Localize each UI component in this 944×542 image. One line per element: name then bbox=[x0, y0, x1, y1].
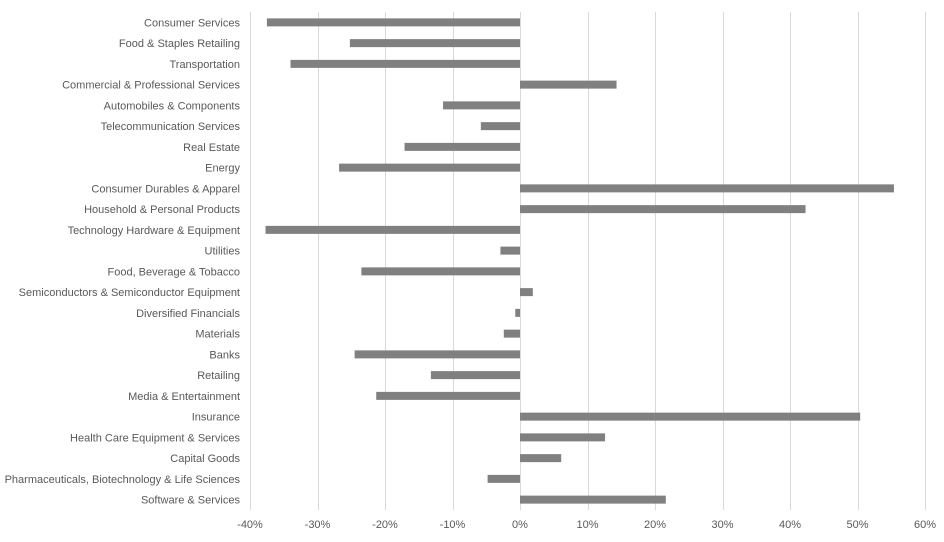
bar bbox=[515, 308, 520, 317]
x-tick-label: 60% bbox=[914, 519, 936, 531]
x-tick-label: -40% bbox=[237, 519, 263, 531]
bar bbox=[500, 246, 520, 255]
x-tick-label: 0% bbox=[512, 519, 528, 531]
x-tick-label: -20% bbox=[372, 519, 398, 531]
category-label: Food, Beverage & Tobacco bbox=[108, 266, 241, 278]
category-label: Insurance bbox=[192, 412, 240, 424]
bars bbox=[265, 18, 894, 504]
bar bbox=[520, 288, 533, 297]
category-label: Telecommunication Services bbox=[101, 121, 241, 133]
category-label: Media & Entertainment bbox=[128, 391, 240, 403]
category-label: Pharmaceuticals, Biotechnology & Life Sc… bbox=[5, 474, 241, 486]
category-label: Energy bbox=[205, 163, 240, 175]
category-label: Transportation bbox=[169, 59, 240, 71]
bar bbox=[266, 18, 520, 27]
category-label: Automobiles & Components bbox=[104, 100, 241, 112]
bar bbox=[404, 142, 520, 151]
x-tick-label: 20% bbox=[644, 519, 666, 531]
category-label: Household & Personal Products bbox=[84, 204, 240, 216]
category-label: Banks bbox=[209, 349, 240, 361]
bar bbox=[520, 433, 606, 442]
bar bbox=[265, 225, 520, 234]
x-tick-label: -10% bbox=[440, 519, 466, 531]
bar bbox=[520, 184, 894, 193]
bar bbox=[376, 391, 520, 400]
bar bbox=[520, 412, 861, 421]
category-labels: Consumer Services Food & Staples Retailin… bbox=[5, 17, 241, 506]
x-tick-label: 10% bbox=[576, 519, 598, 531]
bar bbox=[480, 122, 520, 131]
category-label: Food & Staples Retailing bbox=[119, 38, 240, 50]
bar bbox=[430, 371, 520, 380]
category-label: Technology Hardware & Equipment bbox=[68, 225, 240, 237]
category-label: Semiconductors & Semiconductor Equipment bbox=[19, 287, 240, 299]
bar bbox=[503, 329, 520, 338]
bar bbox=[339, 163, 520, 172]
bar bbox=[520, 205, 806, 214]
x-tick-label: -30% bbox=[305, 519, 331, 531]
bar bbox=[361, 267, 520, 276]
bar bbox=[443, 101, 520, 110]
bar bbox=[354, 350, 520, 359]
category-label: Consumer Services bbox=[144, 17, 240, 29]
category-label: Materials bbox=[195, 329, 240, 341]
category-label: Commercial & Professional Services bbox=[62, 80, 240, 92]
x-tick-label: 30% bbox=[711, 519, 733, 531]
category-label: Capital Goods bbox=[170, 453, 240, 465]
category-label: Diversified Financials bbox=[136, 308, 240, 320]
category-label: Consumer Durables & Apparel bbox=[91, 183, 240, 195]
bar bbox=[520, 80, 617, 89]
x-tick-labels: -40% -30% -20% -10% 0% 10% 20% 30% 40% 50% 60% bbox=[237, 519, 936, 531]
bar bbox=[290, 59, 520, 68]
category-label: Utilities bbox=[205, 246, 241, 258]
category-label: Retailing bbox=[197, 370, 240, 382]
bar bbox=[349, 39, 520, 48]
category-label: Health Care Equipment & Services bbox=[70, 432, 240, 444]
bar bbox=[520, 454, 562, 463]
category-label: Real Estate bbox=[183, 142, 240, 154]
category-label: Software & Services bbox=[141, 495, 241, 507]
gridlines bbox=[250, 12, 926, 510]
x-tick-label: 50% bbox=[846, 519, 868, 531]
x-tick-label: 40% bbox=[779, 519, 801, 531]
bar bbox=[520, 495, 666, 504]
bar bbox=[487, 474, 520, 483]
